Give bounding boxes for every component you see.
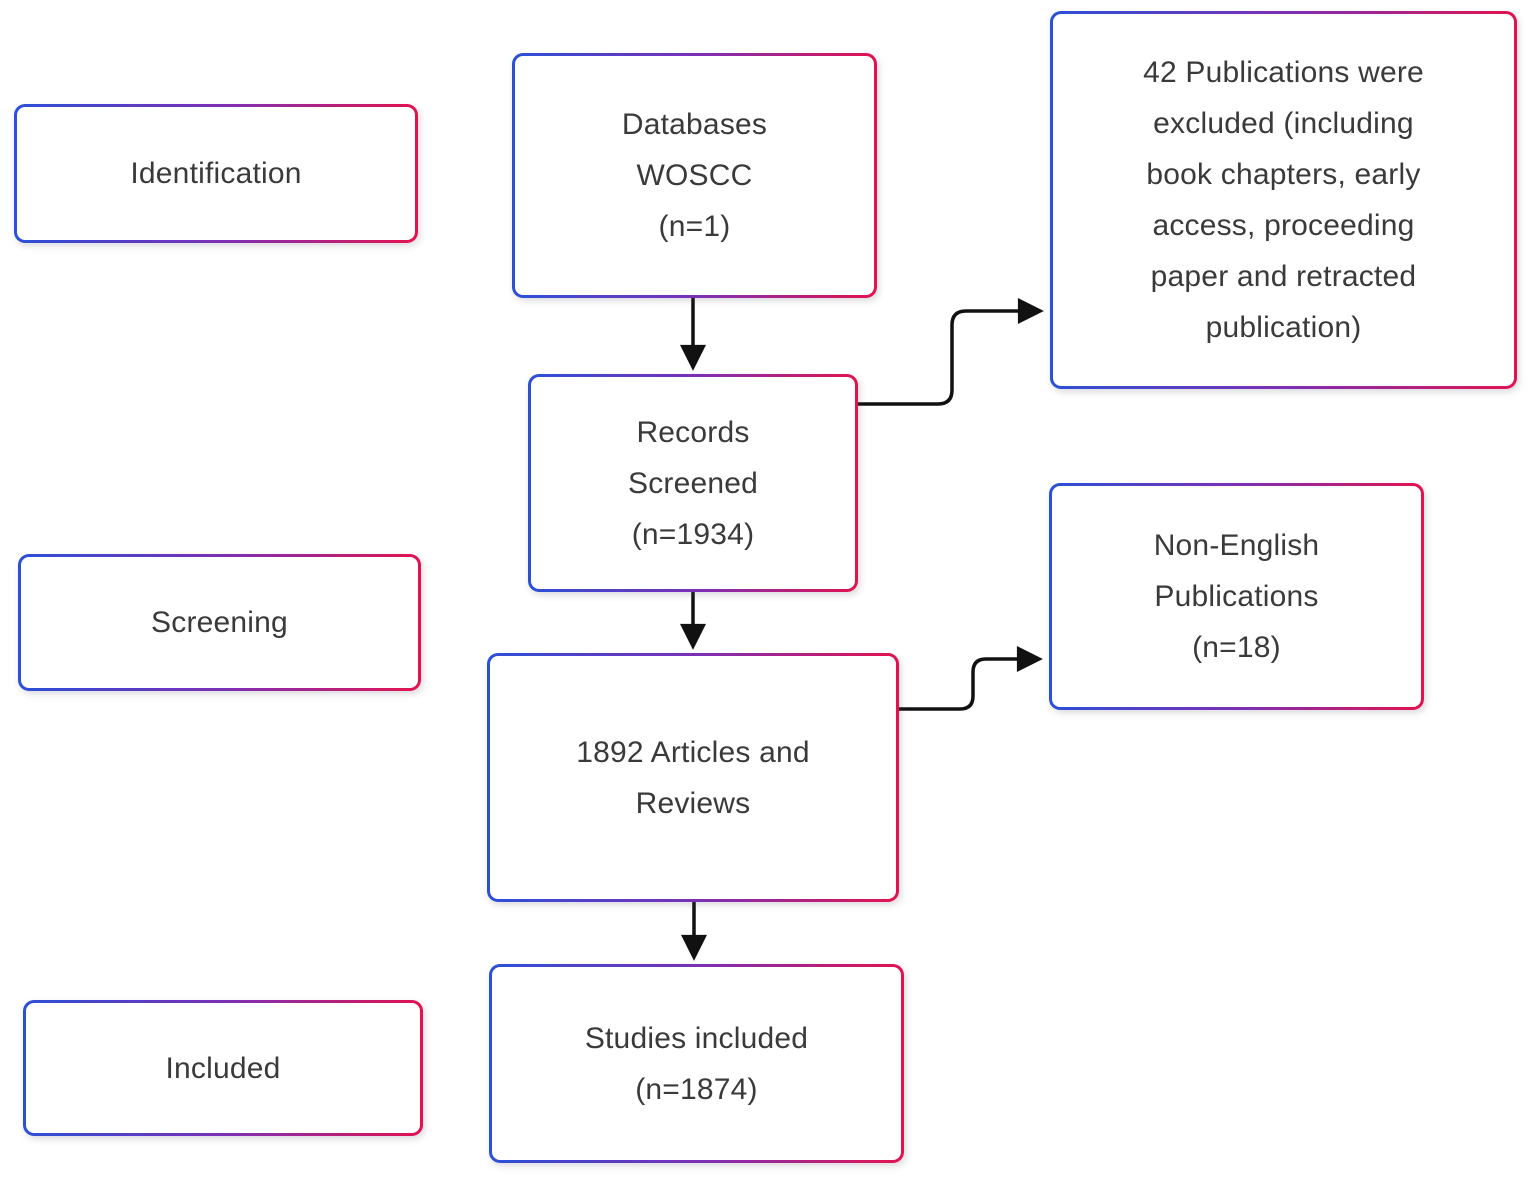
node-non-english-publications-label: Non-English Publications (n=18) <box>1052 486 1421 707</box>
node-databases: Databases WOSCC (n=1) <box>512 53 877 298</box>
stage-box-included: Included <box>23 1000 423 1136</box>
node-records-screened: Records Screened (n=1934) <box>528 374 858 592</box>
node-publications-excluded-label: 42 Publications were excluded (including… <box>1053 14 1514 386</box>
node-records-screened-label: Records Screened (n=1934) <box>531 377 855 589</box>
stage-box-screening: Screening <box>18 554 421 691</box>
node-studies-included: Studies included (n=1874) <box>489 964 904 1163</box>
arrow-records-excluded <box>856 298 1044 406</box>
node-studies-included-label: Studies included (n=1874) <box>492 967 901 1160</box>
stage-label-screening: Screening <box>21 557 418 688</box>
stage-label-included: Included <box>26 1003 420 1133</box>
node-publications-excluded: 42 Publications were excluded (including… <box>1050 11 1517 389</box>
stage-box-identification: Identification <box>14 104 418 243</box>
node-articles-reviews: 1892 Articles and Reviews <box>487 653 899 902</box>
stage-label-identification: Identification <box>17 107 415 240</box>
node-databases-label: Databases WOSCC (n=1) <box>515 56 874 295</box>
arrow-articles-nonenglish <box>897 646 1043 711</box>
node-non-english-publications: Non-English Publications (n=18) <box>1049 483 1424 710</box>
node-articles-reviews-label: 1892 Articles and Reviews <box>490 656 896 899</box>
